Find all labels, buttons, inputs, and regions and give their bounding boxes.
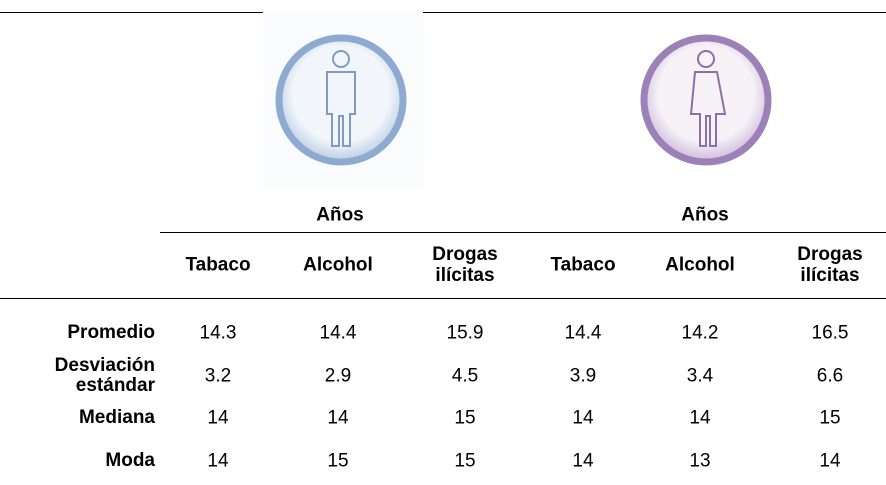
table-cell: 3.2 xyxy=(204,365,232,387)
column-header: Tabaco xyxy=(550,254,616,276)
table-cell: 14 xyxy=(207,407,229,429)
table-cell: 2.9 xyxy=(324,365,352,387)
table-cell: 14 xyxy=(327,407,349,429)
table-cell: 14.4 xyxy=(319,322,357,344)
table-cell: 14 xyxy=(689,407,711,429)
table-cell: 14 xyxy=(572,407,594,429)
table-cell: 14 xyxy=(207,450,229,472)
table-cell: 14.3 xyxy=(199,322,237,344)
table-cell: 14.2 xyxy=(681,322,719,344)
table-cell: 6.6 xyxy=(816,365,844,387)
column-header: Alcohol xyxy=(303,254,373,276)
table-cell: 3.9 xyxy=(569,365,597,387)
male-icon xyxy=(263,12,423,188)
table-cell: 4.5 xyxy=(451,365,479,387)
row-label: Moda xyxy=(105,450,155,471)
table-cell: 14 xyxy=(572,450,594,472)
table-cell: 15 xyxy=(454,407,476,429)
row-label: Mediana xyxy=(78,407,155,428)
female-icon xyxy=(640,34,772,166)
group-label: Años xyxy=(681,204,729,226)
table-cell: 15.9 xyxy=(446,322,484,344)
table-cell: 14 xyxy=(819,450,841,472)
table-cell: 15 xyxy=(454,450,476,472)
table-cell: 14.4 xyxy=(564,322,602,344)
row-label: Promedio xyxy=(67,322,155,343)
column-header: Drogas ilícitas xyxy=(797,244,863,286)
column-header: Tabaco xyxy=(185,254,251,276)
table-cell: 15 xyxy=(327,450,349,472)
row-label: Desviación estándar xyxy=(54,355,155,396)
table-cell: 15 xyxy=(819,407,841,429)
column-header: Alcohol xyxy=(665,254,735,276)
group-rule xyxy=(160,232,886,233)
group-label: Años xyxy=(316,204,364,226)
top-rule xyxy=(0,12,886,13)
table-cell: 16.5 xyxy=(811,322,849,344)
table-cell: 3.4 xyxy=(686,365,714,387)
table-cell: 13 xyxy=(689,450,711,472)
column-header: Drogas ilícitas xyxy=(432,244,498,286)
header-rule xyxy=(0,298,886,299)
